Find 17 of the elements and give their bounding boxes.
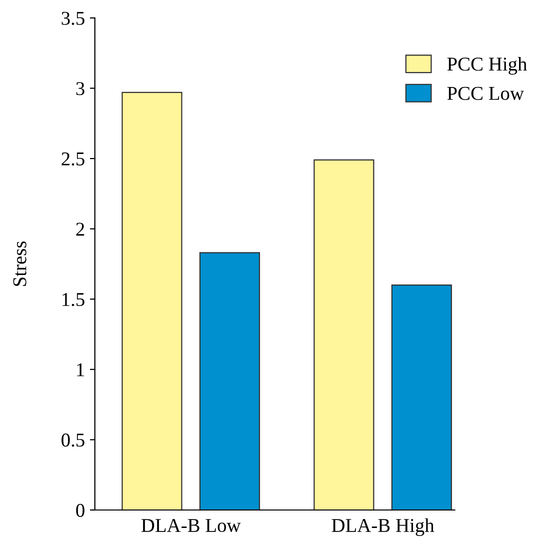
bar <box>314 159 374 510</box>
bar <box>199 252 260 510</box>
legend-label: PCC High <box>447 57 527 75</box>
y-tick-label: 2.5 <box>62 152 84 166</box>
y-tick-label: 1 <box>77 363 84 376</box>
x-tick-label: DLA-B High <box>332 518 434 536</box>
y-tick-label: 3.5 <box>62 12 84 25</box>
y-tick-label: 3 <box>76 82 84 96</box>
y-tick-label: 0.5 <box>62 434 84 447</box>
legend-label: PCC Low <box>447 86 524 100</box>
y-tick-label: 2 <box>76 222 84 236</box>
y-axis-title: Stress <box>13 241 26 286</box>
y-tick-label: 0 <box>76 504 84 517</box>
bar <box>122 92 182 510</box>
x-tick-label: DLA-B Low <box>141 518 241 532</box>
bar <box>391 284 452 510</box>
y-tick-label: 1.5 <box>62 293 84 306</box>
